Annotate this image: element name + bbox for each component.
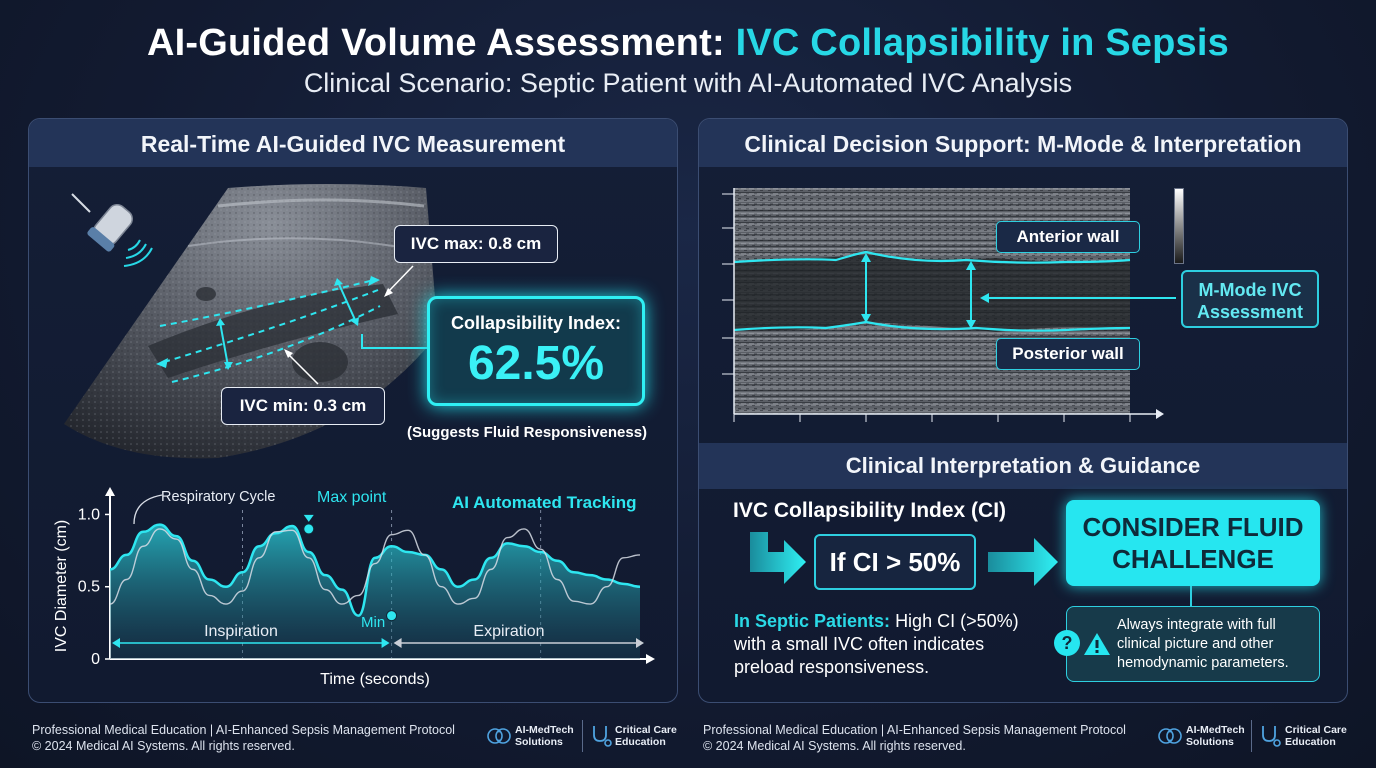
stethoscope-icon bbox=[1262, 726, 1281, 747]
brand-critical-care: Critical Care Education bbox=[615, 724, 677, 748]
brand-critical-care: Critical Care Education bbox=[1285, 724, 1347, 748]
inspiration-arrow-head bbox=[381, 638, 390, 648]
right-panel-header: Clinical Decision Support: M-Mode & Inte… bbox=[699, 119, 1347, 167]
ci-value: 62.5% bbox=[467, 337, 605, 390]
max-measure-arrow bbox=[337, 281, 357, 323]
connector-line bbox=[1190, 586, 1192, 608]
respiratory-cycle-pointer bbox=[133, 494, 163, 525]
warning-box: ? Always integrate with full clinical pi… bbox=[1054, 606, 1320, 682]
ci-label: Collapsibility Index: bbox=[450, 313, 622, 333]
title-accent: IVC Collapsibility in Sepsis bbox=[735, 22, 1229, 64]
expiration-label: Expiration bbox=[473, 623, 544, 640]
page-subtitle: Clinical Scenario: Septic Patient with A… bbox=[303, 68, 1073, 98]
y-axis-label: IVC Diameter (cm) bbox=[53, 520, 70, 652]
y-tick-label: 0.5 bbox=[78, 579, 100, 596]
y-tick-label: 0 bbox=[91, 651, 100, 668]
title-main: AI-Guided Volume Assessment: bbox=[147, 22, 725, 64]
m-mode-image bbox=[722, 188, 1176, 422]
y-tick-label: 1.0 bbox=[78, 506, 100, 523]
ivc-diameter-chart: 0 0.5 1.0 IVC Diameter (cm) Time (seconds)… bbox=[53, 487, 655, 688]
reference-line bbox=[109, 528, 641, 605]
brain-icon bbox=[1158, 728, 1182, 744]
septic-note: In Septic Patients: High CI (>50%) with … bbox=[734, 610, 1034, 679]
brain-icon bbox=[487, 728, 511, 744]
warning-icon bbox=[1084, 633, 1110, 655]
m-mode-assessment-label: M-Mode IVC Assessment bbox=[1181, 270, 1319, 328]
svg-text:?: ? bbox=[1062, 633, 1073, 653]
ivc-lumen bbox=[734, 254, 1130, 332]
septic-text: High CI (>50%) with a small IVC often in… bbox=[734, 611, 1019, 677]
min-point-label: Min bbox=[361, 614, 385, 631]
respiratory-cycle-label: Respiratory Cycle bbox=[161, 489, 275, 505]
ai-tracking-line bbox=[109, 523, 641, 617]
ci-note: (Suggests Fluid Responsiveness) bbox=[407, 424, 648, 441]
expiration-arrow-head bbox=[636, 638, 644, 648]
septic-label: In Septic Patients: bbox=[734, 611, 891, 631]
grayscale-bar bbox=[1174, 188, 1184, 264]
hepatic-vessel bbox=[292, 342, 348, 382]
stethoscope-icon bbox=[593, 726, 612, 747]
anterior-wall-trace bbox=[733, 250, 1131, 264]
max-point-indicator bbox=[303, 514, 314, 522]
ci-threshold-box: If CI > 50% bbox=[814, 534, 976, 590]
brand-ai-medtech: AI-MedTech Solutions bbox=[1186, 724, 1245, 748]
anterior-wall-label: Anterior wall bbox=[996, 221, 1140, 253]
inspiration-arrow-head bbox=[112, 638, 120, 648]
ci-heading: IVC Collapsibility Index (CI) bbox=[733, 499, 1007, 522]
right-arrow-icon bbox=[988, 538, 1058, 586]
ivc-min-label: IVC min: 0.3 cm bbox=[221, 387, 385, 425]
max-point-label: Max point bbox=[317, 489, 387, 506]
posterior-wall-label: Posterior wall bbox=[996, 338, 1140, 370]
expiration-arrow-head bbox=[393, 638, 402, 648]
page-title: AI-Guided Volume Assessment: IVC Collaps… bbox=[0, 22, 1376, 65]
elbow-arrow-icon bbox=[750, 532, 806, 584]
max-point-marker bbox=[303, 523, 315, 535]
min-measure-arrow bbox=[219, 321, 229, 367]
ivc-vessel bbox=[148, 284, 398, 378]
brand-ai-medtech: AI-MedTech Solutions bbox=[515, 724, 574, 748]
ai-tracking-area bbox=[110, 524, 640, 659]
ai-tracking-label: AI Automated Tracking bbox=[452, 493, 637, 512]
left-panel-header: Real-Time AI-Guided IVC Measurement bbox=[29, 119, 677, 167]
interpretation-header: Clinical Interpretation & Guidance bbox=[699, 443, 1347, 489]
footer-divider bbox=[582, 720, 583, 752]
inspiration-label: Inspiration bbox=[204, 623, 278, 640]
ultrasound-probe-icon bbox=[71, 193, 153, 267]
y-axis-arrow bbox=[105, 487, 115, 496]
x-axis-arrow bbox=[646, 654, 655, 664]
consider-fluid-challenge: CONSIDER FLUID CHALLENGE bbox=[1066, 500, 1320, 586]
footer-left: Professional Medical Education | AI-Enha… bbox=[32, 723, 455, 753]
posterior-wall-trace bbox=[733, 320, 1131, 332]
collapsibility-index-box: Collapsibility Index: 62.5% bbox=[427, 296, 645, 406]
warning-text: Always integrate with full clinical pict… bbox=[1117, 617, 1289, 671]
min-point-marker bbox=[386, 610, 398, 622]
footer-divider bbox=[1251, 720, 1252, 752]
ivc-max-label: IVC max: 0.8 cm bbox=[394, 225, 558, 263]
flow-arrows bbox=[750, 532, 1058, 586]
question-icon: ? bbox=[1054, 630, 1080, 656]
x-axis-label: Time (seconds) bbox=[320, 671, 430, 688]
footer-right: Professional Medical Education | AI-Enha… bbox=[703, 723, 1126, 753]
